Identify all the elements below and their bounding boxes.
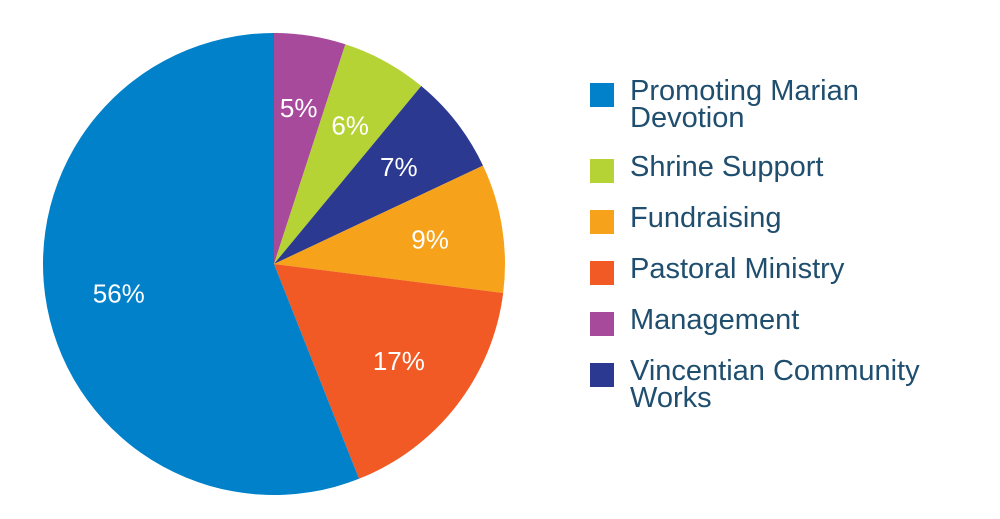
pie-slice-shrine-support	[274, 44, 422, 265]
slice-label-management: 5%	[280, 93, 318, 123]
legend-label: Management	[630, 304, 800, 336]
slice-label-shrine-support: 6%	[331, 111, 369, 141]
legend: Promoting Marian Devotion Shrine Support…	[590, 75, 990, 434]
slice-label-pastoral-ministry: 17%	[373, 346, 425, 376]
legend-swatch	[590, 312, 614, 336]
pie-slice-management	[274, 33, 346, 264]
pie-slice-promoting-marian-devotion	[43, 32, 360, 495]
pie-chart: 5% 6% 7% 9% 17% 56%	[43, 32, 506, 495]
legend-swatch	[590, 83, 614, 107]
legend-swatch	[590, 363, 614, 387]
legend-item: Management	[590, 304, 990, 336]
slice-label-promoting-marian-devotion: 56%	[93, 279, 145, 309]
legend-label: Shrine Support	[630, 151, 824, 183]
legend-swatch	[590, 210, 614, 234]
legend-item: Promoting Marian Devotion	[590, 75, 990, 134]
legend-swatch	[590, 159, 614, 183]
slice-label-vincentian-community-works: 7%	[380, 152, 418, 182]
legend-item: Fundraising	[590, 202, 990, 234]
legend-item: Shrine Support	[590, 151, 990, 183]
legend-label: Promoting Marian Devotion	[630, 75, 859, 134]
legend-item: Vincentian Community Works	[590, 355, 990, 414]
pie-slice-pastoral-ministry	[274, 264, 504, 479]
pie-slice-fundraising	[274, 165, 506, 293]
slice-label-fundraising: 9%	[411, 224, 449, 254]
legend-label: Fundraising	[630, 202, 782, 234]
legend-swatch	[590, 261, 614, 285]
legend-label: Vincentian Community Works	[630, 355, 920, 414]
legend-item: Pastoral Ministry	[590, 253, 990, 285]
legend-label: Pastoral Ministry	[630, 253, 845, 285]
pie-slice-vincentian-community-works	[274, 86, 484, 264]
